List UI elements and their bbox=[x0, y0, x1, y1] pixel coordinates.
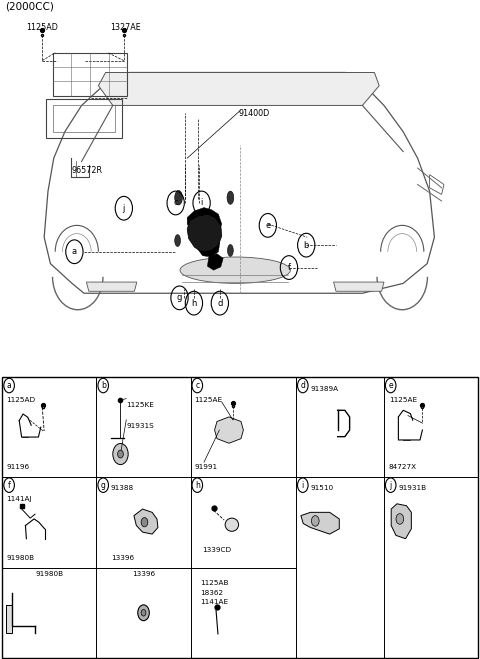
Text: j: j bbox=[390, 480, 392, 490]
Text: 1125AE: 1125AE bbox=[194, 397, 223, 403]
Text: 91510: 91510 bbox=[311, 485, 334, 491]
Polygon shape bbox=[98, 72, 379, 105]
Text: 91991: 91991 bbox=[194, 464, 217, 470]
Circle shape bbox=[141, 610, 146, 616]
Text: a: a bbox=[7, 381, 12, 390]
Text: b: b bbox=[101, 381, 106, 390]
Polygon shape bbox=[207, 254, 223, 270]
Text: d: d bbox=[217, 299, 223, 308]
Circle shape bbox=[138, 605, 149, 621]
Bar bbox=[46, 99, 122, 138]
Ellipse shape bbox=[175, 235, 180, 246]
Ellipse shape bbox=[228, 244, 233, 256]
Text: 1141AJ: 1141AJ bbox=[6, 496, 32, 502]
Text: a: a bbox=[72, 247, 77, 256]
Bar bbox=[2, 377, 478, 658]
Polygon shape bbox=[86, 282, 137, 291]
Text: 91400D: 91400D bbox=[239, 109, 270, 118]
Bar bbox=[53, 105, 115, 132]
Text: i: i bbox=[201, 198, 203, 208]
Text: 13396: 13396 bbox=[132, 571, 155, 577]
Text: 1125AD: 1125AD bbox=[26, 23, 58, 32]
Polygon shape bbox=[187, 208, 222, 237]
Text: 1141AE: 1141AE bbox=[200, 600, 228, 606]
Text: e: e bbox=[388, 381, 393, 390]
Polygon shape bbox=[198, 234, 220, 257]
Text: e: e bbox=[265, 221, 270, 230]
Polygon shape bbox=[215, 417, 243, 444]
Text: b: b bbox=[303, 241, 309, 250]
Text: 1339CD: 1339CD bbox=[203, 548, 232, 554]
Text: c: c bbox=[173, 198, 178, 208]
Text: 1125AE: 1125AE bbox=[389, 397, 417, 403]
Ellipse shape bbox=[175, 190, 182, 205]
Text: 84727X: 84727X bbox=[389, 464, 417, 470]
Bar bbox=[53, 53, 127, 96]
Text: h: h bbox=[191, 299, 197, 308]
Text: 13396: 13396 bbox=[111, 556, 134, 561]
Polygon shape bbox=[391, 503, 411, 538]
Ellipse shape bbox=[227, 191, 234, 204]
Text: 91196: 91196 bbox=[6, 464, 29, 470]
Circle shape bbox=[396, 513, 404, 524]
Text: f: f bbox=[288, 263, 290, 272]
Polygon shape bbox=[334, 282, 384, 291]
Text: 1125KE: 1125KE bbox=[126, 402, 154, 408]
Polygon shape bbox=[301, 512, 339, 534]
Circle shape bbox=[141, 517, 148, 527]
Text: 91980B: 91980B bbox=[36, 571, 63, 577]
Text: 91980B: 91980B bbox=[6, 556, 35, 561]
Text: c: c bbox=[195, 381, 199, 390]
Text: 91931B: 91931B bbox=[398, 485, 427, 491]
Text: 96572R: 96572R bbox=[71, 166, 102, 175]
Text: 1125AD: 1125AD bbox=[6, 397, 36, 403]
Text: 1125AB: 1125AB bbox=[200, 580, 228, 586]
Text: d: d bbox=[300, 381, 305, 390]
Text: j: j bbox=[123, 204, 125, 213]
Text: 91389A: 91389A bbox=[311, 386, 338, 391]
Text: g: g bbox=[101, 480, 106, 490]
Bar bbox=[6, 605, 12, 633]
Text: 91931S: 91931S bbox=[126, 423, 154, 429]
Text: 18362: 18362 bbox=[200, 590, 223, 596]
Text: 1327AE: 1327AE bbox=[110, 23, 141, 32]
Polygon shape bbox=[134, 509, 158, 534]
Circle shape bbox=[312, 515, 319, 526]
Text: f: f bbox=[8, 480, 11, 490]
Text: 91388: 91388 bbox=[111, 485, 134, 491]
Polygon shape bbox=[187, 214, 222, 252]
Text: h: h bbox=[195, 480, 200, 490]
Ellipse shape bbox=[180, 257, 290, 283]
Text: i: i bbox=[301, 480, 304, 490]
Circle shape bbox=[113, 444, 128, 465]
Ellipse shape bbox=[225, 518, 239, 531]
Circle shape bbox=[118, 450, 123, 458]
Text: g: g bbox=[177, 293, 182, 302]
Text: (2000CC): (2000CC) bbox=[5, 1, 54, 11]
